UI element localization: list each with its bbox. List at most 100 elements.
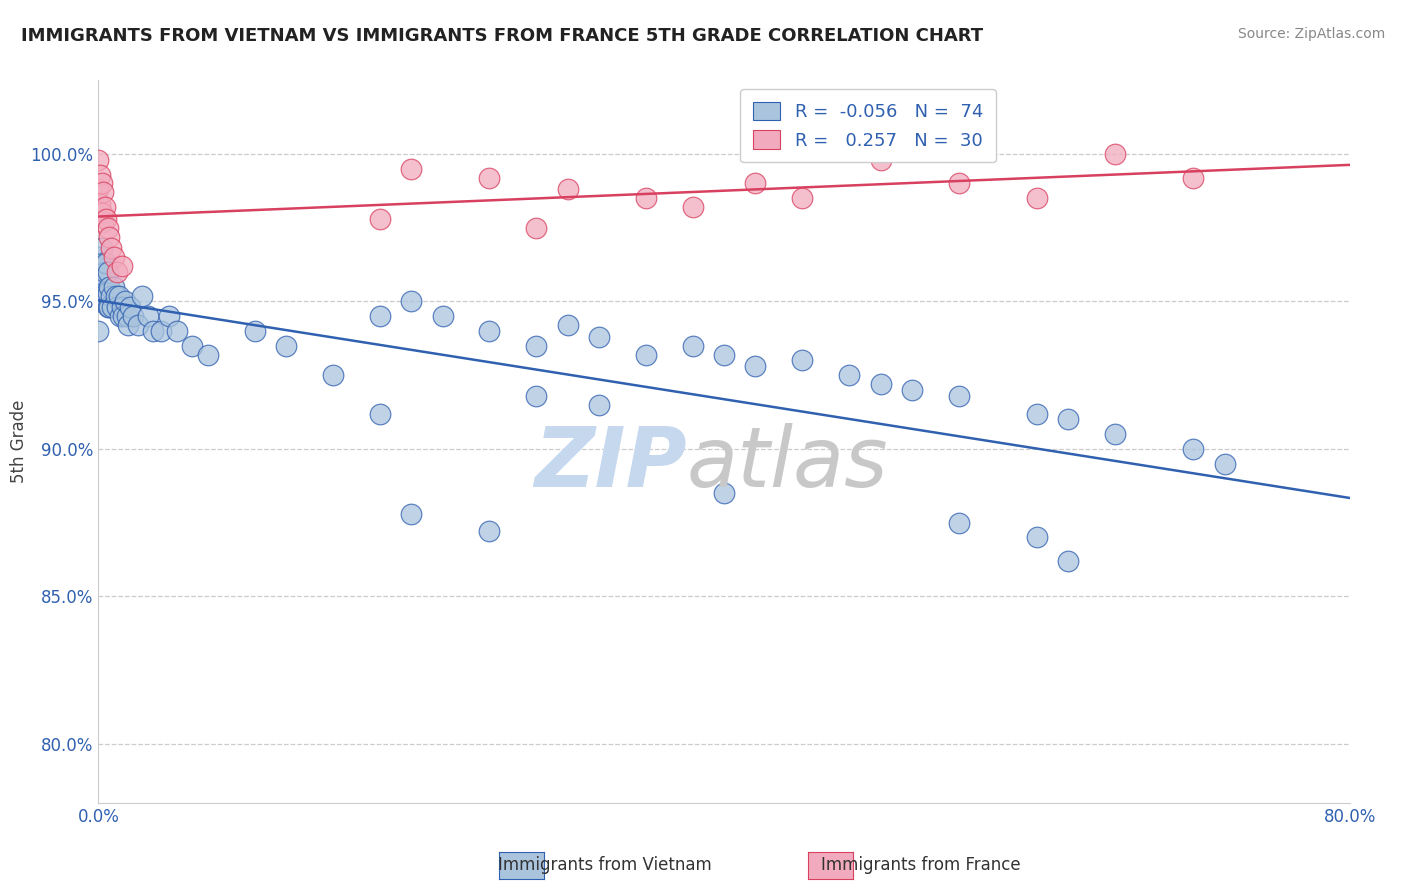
Point (682, 200, 704, 214)
Point (127, 318, 149, 332)
Point (91, 256, 114, 270)
Point (526, 389, 548, 403)
Point (103, 250, 125, 264)
Point (101, 301, 124, 315)
Point (107, 288, 129, 302)
Point (90, 241, 112, 255)
Text: Immigrants from Vietnam: Immigrants from Vietnam (498, 856, 711, 874)
Point (142, 324, 165, 338)
Point (93, 265, 115, 279)
Point (1057, 554, 1080, 568)
Point (478, 324, 501, 338)
Point (478, 170, 501, 185)
Point (744, 359, 766, 374)
Point (1213, 457, 1236, 471)
Point (89, 197, 111, 211)
Point (634, 191, 657, 205)
Point (634, 347, 657, 361)
Point (131, 288, 153, 302)
Legend: R =  -0.056   N =  74, R =   0.257   N =  30: R = -0.056 N = 74, R = 0.257 N = 30 (741, 89, 995, 162)
Text: IMMIGRANTS FROM VIETNAM VS IMMIGRANTS FROM FRANCE 5TH GRADE CORRELATION CHART: IMMIGRANTS FROM VIETNAM VS IMMIGRANTS FR… (21, 27, 983, 45)
Point (478, 524, 501, 539)
Text: ZIP: ZIP (534, 423, 686, 504)
Point (100, 241, 122, 255)
Point (150, 324, 173, 338)
Point (93, 200, 115, 214)
Point (157, 309, 180, 323)
Text: Immigrants from France: Immigrants from France (821, 856, 1021, 874)
Point (89, 168, 111, 182)
Point (869, 377, 891, 392)
Point (1026, 407, 1049, 421)
Point (87, 153, 110, 167)
Point (368, 211, 391, 226)
Point (96, 211, 118, 226)
Point (87, 182, 110, 196)
Point (96, 285, 118, 300)
Point (1026, 191, 1049, 205)
Point (557, 182, 579, 196)
Point (526, 339, 548, 353)
Point (557, 318, 579, 332)
Point (368, 309, 391, 323)
Point (181, 339, 204, 353)
Point (526, 220, 548, 235)
Point (792, 353, 814, 368)
Point (274, 339, 298, 353)
Point (1182, 170, 1205, 185)
Point (682, 339, 704, 353)
Text: Source: ZipAtlas.com: Source: ZipAtlas.com (1237, 27, 1385, 41)
Point (90, 271, 112, 285)
Point (98, 279, 121, 293)
Point (89, 279, 111, 293)
Point (90, 177, 112, 191)
Point (401, 507, 423, 521)
Point (100, 288, 122, 302)
Point (948, 177, 970, 191)
Point (948, 516, 970, 530)
Point (97, 301, 120, 315)
Point (91, 186, 114, 200)
Point (1026, 530, 1049, 544)
Point (97, 265, 120, 279)
Point (713, 347, 735, 361)
Point (401, 161, 423, 176)
Point (105, 301, 128, 315)
Point (97, 220, 120, 235)
Point (166, 324, 188, 338)
Point (588, 330, 610, 344)
Point (103, 279, 125, 293)
Point (1182, 442, 1205, 456)
Point (112, 309, 135, 323)
Point (713, 486, 735, 500)
Point (93, 294, 115, 309)
Text: atlas: atlas (686, 423, 889, 504)
Point (792, 191, 814, 205)
Point (91, 285, 114, 300)
Point (121, 309, 143, 323)
Point (97, 285, 120, 300)
Point (1104, 147, 1126, 161)
Point (105, 265, 128, 279)
Point (117, 318, 139, 332)
Point (197, 347, 219, 361)
Point (111, 259, 134, 273)
Point (588, 398, 610, 412)
Point (115, 309, 138, 323)
Point (368, 407, 391, 421)
Point (401, 294, 423, 309)
Point (869, 153, 891, 167)
Point (111, 301, 134, 315)
Point (838, 368, 860, 383)
Y-axis label: 5th Grade: 5th Grade (10, 400, 28, 483)
Point (432, 309, 454, 323)
Point (87, 324, 110, 338)
Point (104, 288, 127, 302)
Point (98, 229, 121, 244)
Point (90, 206, 112, 220)
Point (744, 177, 766, 191)
Point (87, 265, 110, 279)
Point (138, 309, 160, 323)
Point (87, 294, 110, 309)
Point (118, 301, 141, 315)
